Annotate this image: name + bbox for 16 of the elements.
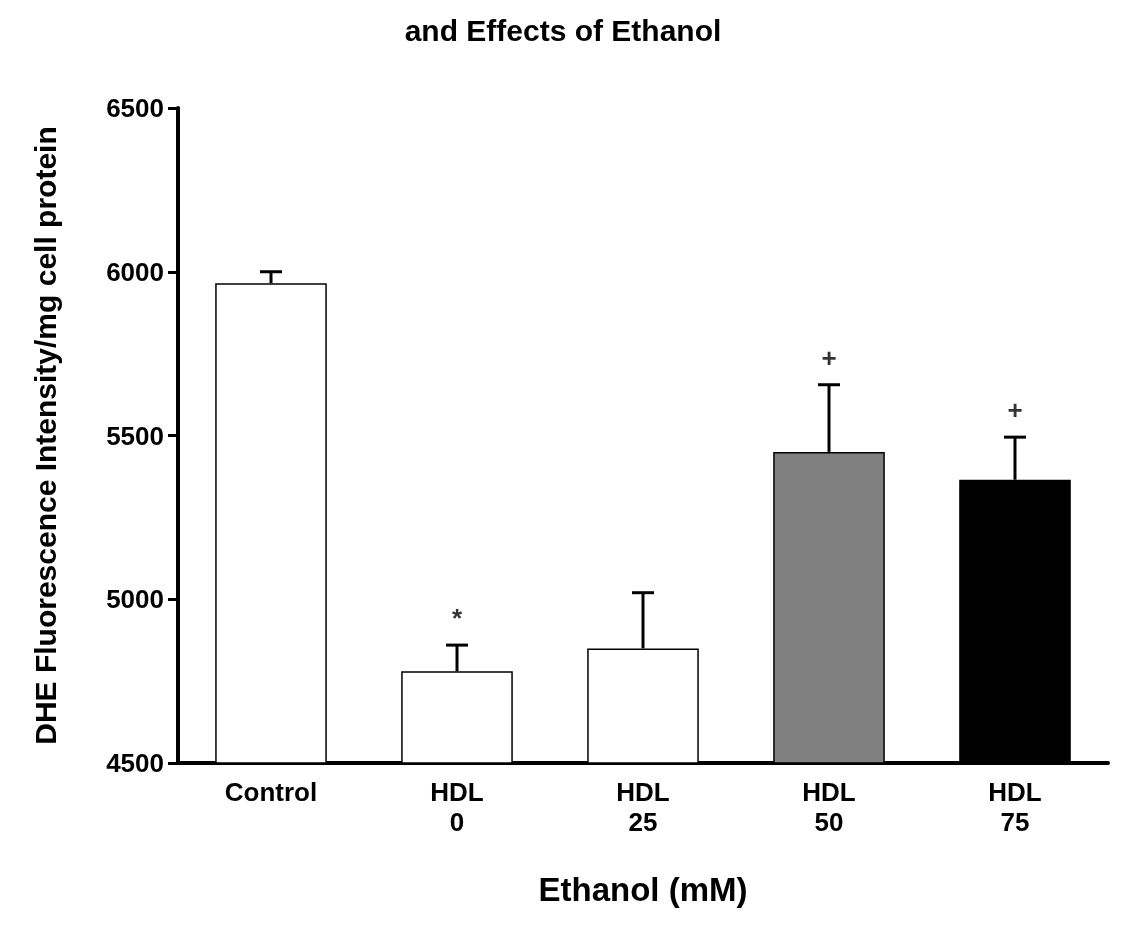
annotation: +: [821, 342, 837, 373]
x-tick-label: HDL 0: [430, 777, 484, 837]
y-tick-label: 5000: [106, 584, 164, 615]
x-axis-title: Ethanol (mM): [538, 871, 748, 908]
x-tick-label: HDL 50: [802, 777, 856, 837]
y-tick-label: 6500: [106, 93, 164, 123]
annotation: +: [1007, 395, 1023, 426]
annotation: *: [451, 603, 463, 634]
y-axis-title: DHE Fluorescence Intensity/mg cell protein: [28, 126, 62, 745]
chart-title: and Effects of Ethanol: [404, 13, 722, 47]
x-tick-label: HDL 75: [988, 777, 1042, 837]
y-tick-label: 6000: [106, 256, 164, 287]
y-tick-label: 4500: [106, 748, 164, 778]
x-tick-label: HDL 25: [616, 777, 670, 837]
y-tick-label: 5500: [106, 420, 164, 451]
x-tick-label: Control: [224, 777, 318, 807]
